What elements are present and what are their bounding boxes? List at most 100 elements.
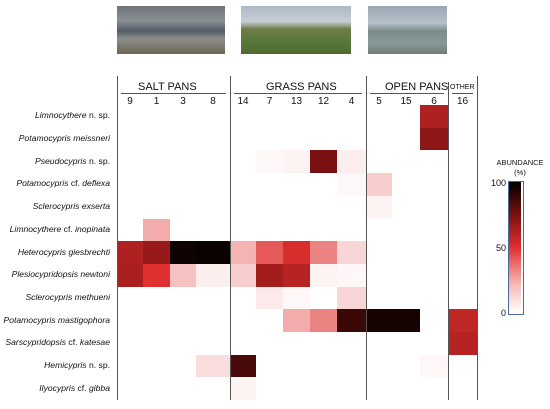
salt-pan-photo <box>117 6 225 54</box>
species-genus: Heterocypris <box>17 246 69 257</box>
group-divider <box>366 76 367 400</box>
species-epithet: cf. katesae <box>68 337 110 347</box>
group-header-rule <box>452 93 473 94</box>
species-epithet: n. sp. <box>88 360 110 371</box>
species-genus: Potamocypris <box>18 133 74 144</box>
group-label-salt-pans: SALT PANS <box>138 81 197 93</box>
species-label: Potamocypris meissneri <box>19 133 110 143</box>
species-epithet-name: katesae <box>79 337 110 348</box>
species-cf: cf. <box>63 223 76 234</box>
species-label: Sarscypridopsis cf. katesae <box>5 337 110 347</box>
colorbar-gradient <box>509 182 521 313</box>
heatmap-cell <box>448 332 477 355</box>
heatmap-cell <box>283 150 310 174</box>
heatmap-cell <box>283 241 310 264</box>
species-genus: Plesiocypridopsis <box>11 269 81 280</box>
heatmap-cell <box>310 150 337 174</box>
heatmap-cell <box>337 286 366 310</box>
species-genus: Potamocypris <box>16 178 71 189</box>
heatmap-cell <box>337 173 366 196</box>
species-genus: Potamocypris <box>3 314 58 325</box>
group-header-rule <box>234 93 362 94</box>
species-label: Pseudocypris n. sp. <box>35 156 110 166</box>
species-label: Limnocythere n. sp. <box>35 110 110 120</box>
species-genus: Sclerocypris <box>32 201 82 212</box>
group-divider <box>230 76 231 400</box>
group-header-rule <box>121 93 226 94</box>
heatmap-cell <box>337 241 366 264</box>
heatmap-cell <box>448 309 477 332</box>
species-epithet: giesbrechti <box>68 246 110 257</box>
heatmap-cell <box>310 263 337 287</box>
species-epithet-name: deflexa <box>82 178 110 189</box>
heatmap-cell <box>310 309 337 332</box>
species-epithet: cf. deflexa <box>71 178 110 188</box>
site-number-1: 1 <box>153 96 160 107</box>
colorbar-title-line2: (%) <box>514 168 526 177</box>
heatmap-cell <box>392 309 420 332</box>
site-number-8: 8 <box>210 96 216 107</box>
species-label: Potamocypris cf. deflexa <box>16 178 110 188</box>
species-genus: Sclerocypris <box>25 291 75 302</box>
site-number-3: 3 <box>180 96 186 107</box>
species-label: Ilyocypris cf. gibba <box>39 383 110 393</box>
species-genus: Hemicypris <box>44 360 89 371</box>
heatmap-cell <box>170 263 196 287</box>
heatmap-cell <box>256 150 283 174</box>
heatmap-cell <box>230 377 256 401</box>
colorbar-tick-0: 0 <box>500 308 506 318</box>
species-epithet: n. sp. <box>88 155 110 166</box>
grass-pan-photo <box>241 6 351 54</box>
heatmap-cell <box>337 150 366 174</box>
group-divider <box>117 76 118 400</box>
heatmap-cell <box>196 263 230 287</box>
heatmap-cell <box>256 241 283 264</box>
site-number-9: 9 <box>127 96 133 107</box>
species-label: Sclerocypris exserta <box>33 201 110 211</box>
open-pan-photo <box>368 6 447 54</box>
group-divider <box>448 82 449 400</box>
species-epithet: mastigophora <box>57 314 110 325</box>
heatmap-cell <box>143 241 170 264</box>
species-genus: Limnocythere <box>9 223 64 234</box>
heatmap-cell <box>230 241 256 264</box>
species-epithet: n. sp. <box>88 110 110 121</box>
site-number-12: 12 <box>317 96 330 107</box>
species-label: Sclerocypris methueni <box>25 292 110 302</box>
species-epithet: newtoni <box>80 269 110 280</box>
group-label-open-pans: OPEN PANS <box>385 81 449 93</box>
heatmap-cell <box>170 241 196 264</box>
heatmap-cell <box>117 263 143 287</box>
species-epithet: methueni <box>74 291 110 302</box>
colorbar-tick-100: 100 <box>490 178 506 188</box>
heatmap-cell <box>283 286 310 310</box>
site-number-15: 15 <box>400 96 412 107</box>
species-label: Plesiocypridopsis newtoni <box>12 269 110 279</box>
heatmap-cell <box>366 195 392 219</box>
species-genus: Pseudocypris <box>34 155 89 166</box>
heatmap-cell <box>420 105 448 128</box>
species-cf: cf. <box>77 382 89 393</box>
site-number-4: 4 <box>348 96 355 107</box>
group-divider <box>477 76 478 400</box>
group-label-grass-pans: GRASS PANS <box>266 81 337 93</box>
site-number-6: 6 <box>431 96 437 107</box>
heatmap-cell <box>283 309 310 332</box>
heatmap-cell <box>117 241 143 264</box>
heatmap-cell <box>256 286 283 310</box>
heatmap-cell <box>196 241 230 264</box>
heatmap-cell <box>337 263 366 287</box>
species-epithet: cf. inopinata <box>64 224 110 234</box>
species-epithet: meissneri <box>73 133 110 144</box>
heatmap-cell <box>420 127 448 151</box>
heatmap-cell <box>230 354 256 378</box>
colorbar-title-line1: ABUNDANCE <box>496 158 544 167</box>
species-genus: Sarscypridopsis <box>5 337 69 348</box>
heatmap-cell <box>310 241 337 264</box>
heatmap-cell <box>143 263 170 287</box>
species-epithet: exserta <box>81 201 110 212</box>
species-label: Limnocythere cf. inopinata <box>10 224 110 234</box>
heatmap-cell <box>196 354 230 378</box>
site-number-14: 14 <box>237 96 249 107</box>
